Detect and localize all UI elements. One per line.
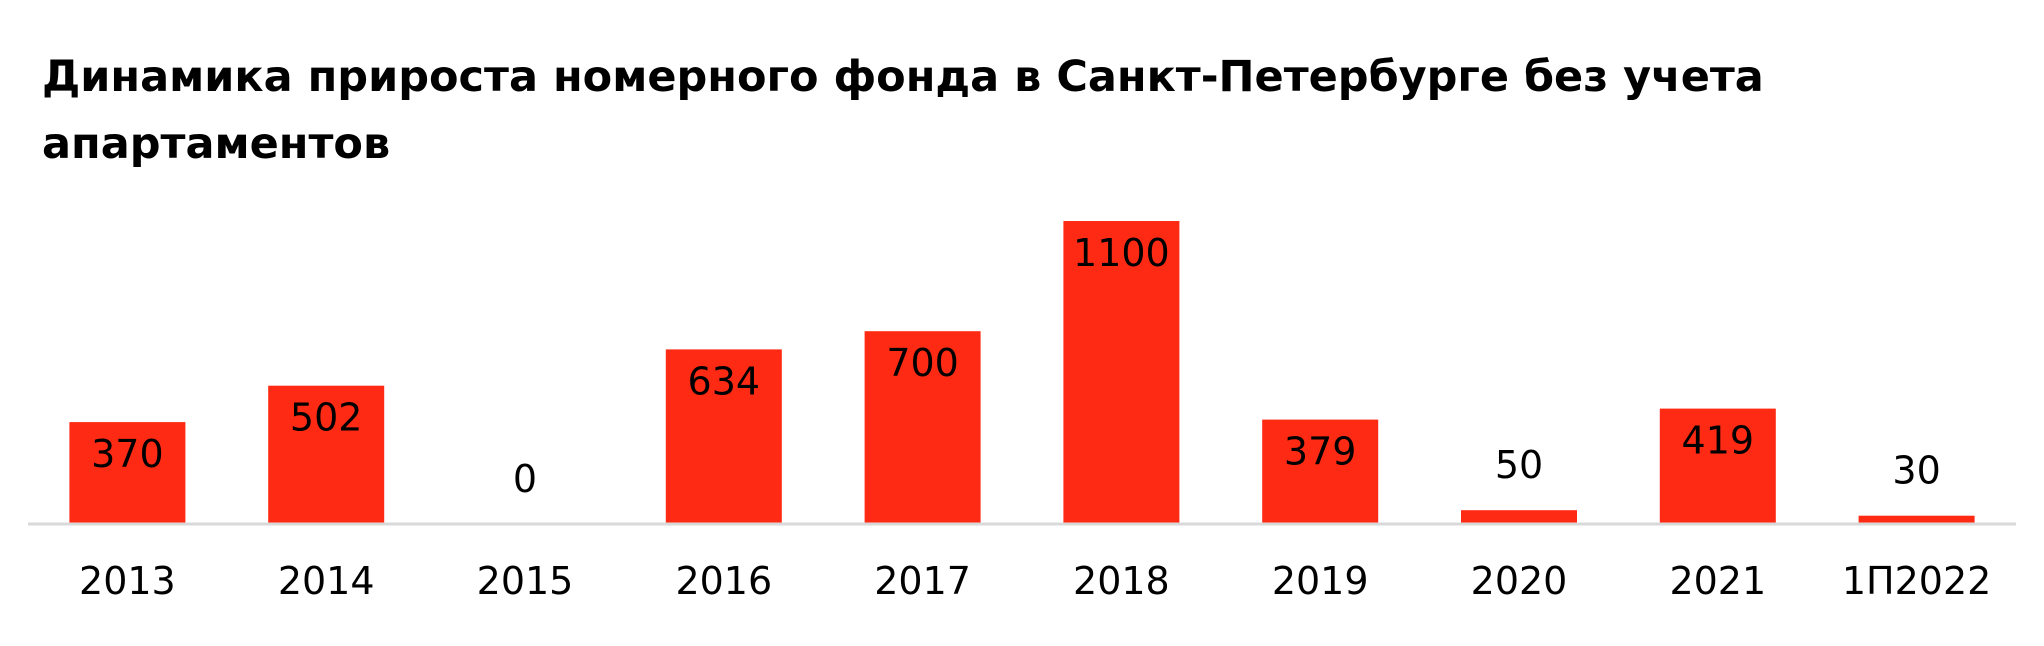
bar-2020 <box>1461 510 1577 524</box>
x-tick-label-2014: 2014 <box>278 559 375 603</box>
bar-2021 <box>1659 408 1776 524</box>
data-label-2014: 502 <box>290 396 363 440</box>
x-tick-label-1П2022: 1П2022 <box>1842 559 1991 603</box>
x-tick-label-2021: 2021 <box>1669 559 1766 603</box>
data-label-2020: 50 <box>1495 443 1543 487</box>
x-tick-label-2020: 2020 <box>1471 559 1568 603</box>
data-label-2016: 634 <box>688 359 761 403</box>
x-tick-labels-group: 2013 2014 2015 2016 2017 2018 2019 2020 2021 1П20… <box>79 559 1991 603</box>
data-label-2019: 379 <box>1284 430 1357 474</box>
bar-1П2022 <box>1858 515 1975 524</box>
x-tick-label-2019: 2019 <box>1272 559 1369 603</box>
x-tick-label-2016: 2016 <box>675 559 772 603</box>
bar-2019 <box>1262 419 1379 524</box>
data-label-2017: 700 <box>886 341 959 385</box>
bars-group <box>69 221 1975 524</box>
bar-2014 <box>268 385 385 524</box>
data-label-2021: 419 <box>1682 419 1755 463</box>
data-label-2018: 1100 <box>1073 231 1170 275</box>
x-tick-label-2013: 2013 <box>79 559 176 603</box>
data-label-2015: 0 <box>513 457 537 501</box>
bar-2016 <box>665 349 782 524</box>
x-tick-label-2015: 2015 <box>477 559 574 603</box>
data-labels-group: 370 502 0 634 700 1100 379 50 419 30 <box>91 231 1941 501</box>
bar-2018 <box>1063 221 1180 524</box>
data-label-2013: 370 <box>91 432 164 476</box>
x-tick-label-2017: 2017 <box>874 559 971 603</box>
x-tick-label-2018: 2018 <box>1073 559 1170 603</box>
data-label-1П2022: 30 <box>1892 449 1940 493</box>
bar-2017 <box>864 331 981 524</box>
bar-2013 <box>69 422 186 524</box>
chart-title: Динамика прироста номерного фонда в Санк… <box>42 52 1764 169</box>
